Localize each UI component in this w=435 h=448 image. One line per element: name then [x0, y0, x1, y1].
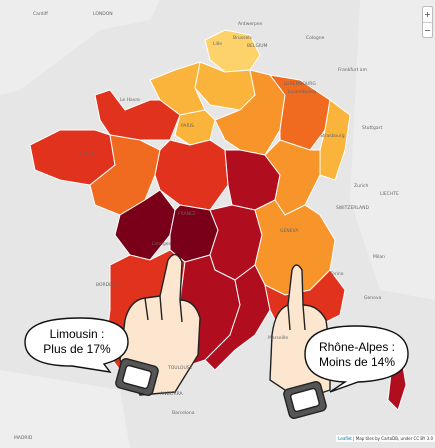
place-label-andorra: ANDORRA — [160, 392, 183, 397]
tiles-attribution-text: | Map tiles by CartoDB, under CC BY 3.0 — [353, 436, 433, 441]
place-label-paris: PARIS — [181, 124, 194, 129]
place-label-toulouse: TOULOUSE — [168, 366, 193, 371]
place-label-strasbourg: Strasbourg — [320, 134, 345, 139]
place-label-stuttgart: Stuttgart — [362, 126, 383, 131]
place-label-cardiff: Cardiff — [33, 12, 48, 17]
limousin-annotation-line2: Plus de 17% — [43, 342, 111, 356]
place-label-luxembourg-country: LUXEMBOURG — [284, 82, 316, 87]
place-label-marseille: Marseille — [268, 336, 289, 341]
uk-landmass — [0, 0, 160, 95]
limousin-speech-bubble — [24, 317, 129, 373]
limousin-annotation-line1: Limousin : — [49, 327, 105, 341]
rhone-alpes-annotation-line1: Rhône-Alpes : — [318, 340, 396, 354]
place-label-rennes: Rennes — [77, 152, 94, 157]
place-label-brussels: Brussels — [233, 36, 252, 41]
place-label-genoa: Genova — [364, 296, 382, 301]
place-label-barcelona: Barcelona — [172, 411, 195, 416]
region-alsace[interactable] — [319, 99, 351, 181]
place-label-milan: Milan — [373, 255, 385, 260]
place-label-limoges: Limoges — [152, 242, 171, 247]
place-label-zurich: Zurich — [354, 184, 369, 189]
rhone-alpes-annotation-line2: Moins de 14% — [318, 355, 396, 369]
place-label-frankfurt: Frankfurt am — [338, 68, 367, 73]
region-nord-pas-de-calais[interactable] — [204, 29, 261, 73]
place-label-liechtenstein: LIECHTE — [380, 192, 399, 197]
spain-landmass — [0, 370, 130, 448]
place-label-geneva: GENEVA — [280, 229, 299, 234]
rhone-alpes-speech-bubble — [304, 325, 409, 393]
place-label-luxembourg-city: Luxembourg — [288, 90, 317, 95]
zoom-out-button[interactable]: − — [423, 22, 432, 38]
germany-landmass — [350, 0, 435, 300]
zoom-control: + − — [422, 6, 433, 38]
place-label-bordeaux: BORDEAUX — [96, 283, 122, 288]
place-label-london: LONDON — [93, 12, 113, 17]
leaflet-link[interactable]: Leaflet — [338, 436, 352, 441]
place-label-france: FRANCE — [178, 212, 196, 217]
left-pointing-hand-illustration — [115, 253, 201, 396]
place-label-switzerland: SWITZERLAND — [336, 206, 369, 211]
limousin-annotation: Limousin : Plus de 17% — [28, 327, 126, 357]
rhone-alpes-annotation: Rhône-Alpes : Moins de 14% — [306, 340, 408, 370]
place-label-belgium: BELGIUM — [247, 44, 268, 49]
place-label-madrid: MADRID — [14, 436, 33, 441]
place-label-cologne: Cologne — [306, 36, 325, 41]
place-label-antwerp: Antwerpen — [238, 22, 263, 27]
place-label-le-havre: Le Havre — [120, 98, 140, 103]
zoom-in-button[interactable]: + — [424, 10, 431, 19]
map-attribution: Leaflet | Map tiles by CartoDB, under CC… — [336, 435, 435, 442]
france-regions — [29, 29, 407, 411]
place-label-turin: Torino — [330, 272, 344, 277]
place-label-lille: Lille — [213, 42, 223, 47]
region-languedoc-roussillon[interactable] — [204, 264, 271, 371]
